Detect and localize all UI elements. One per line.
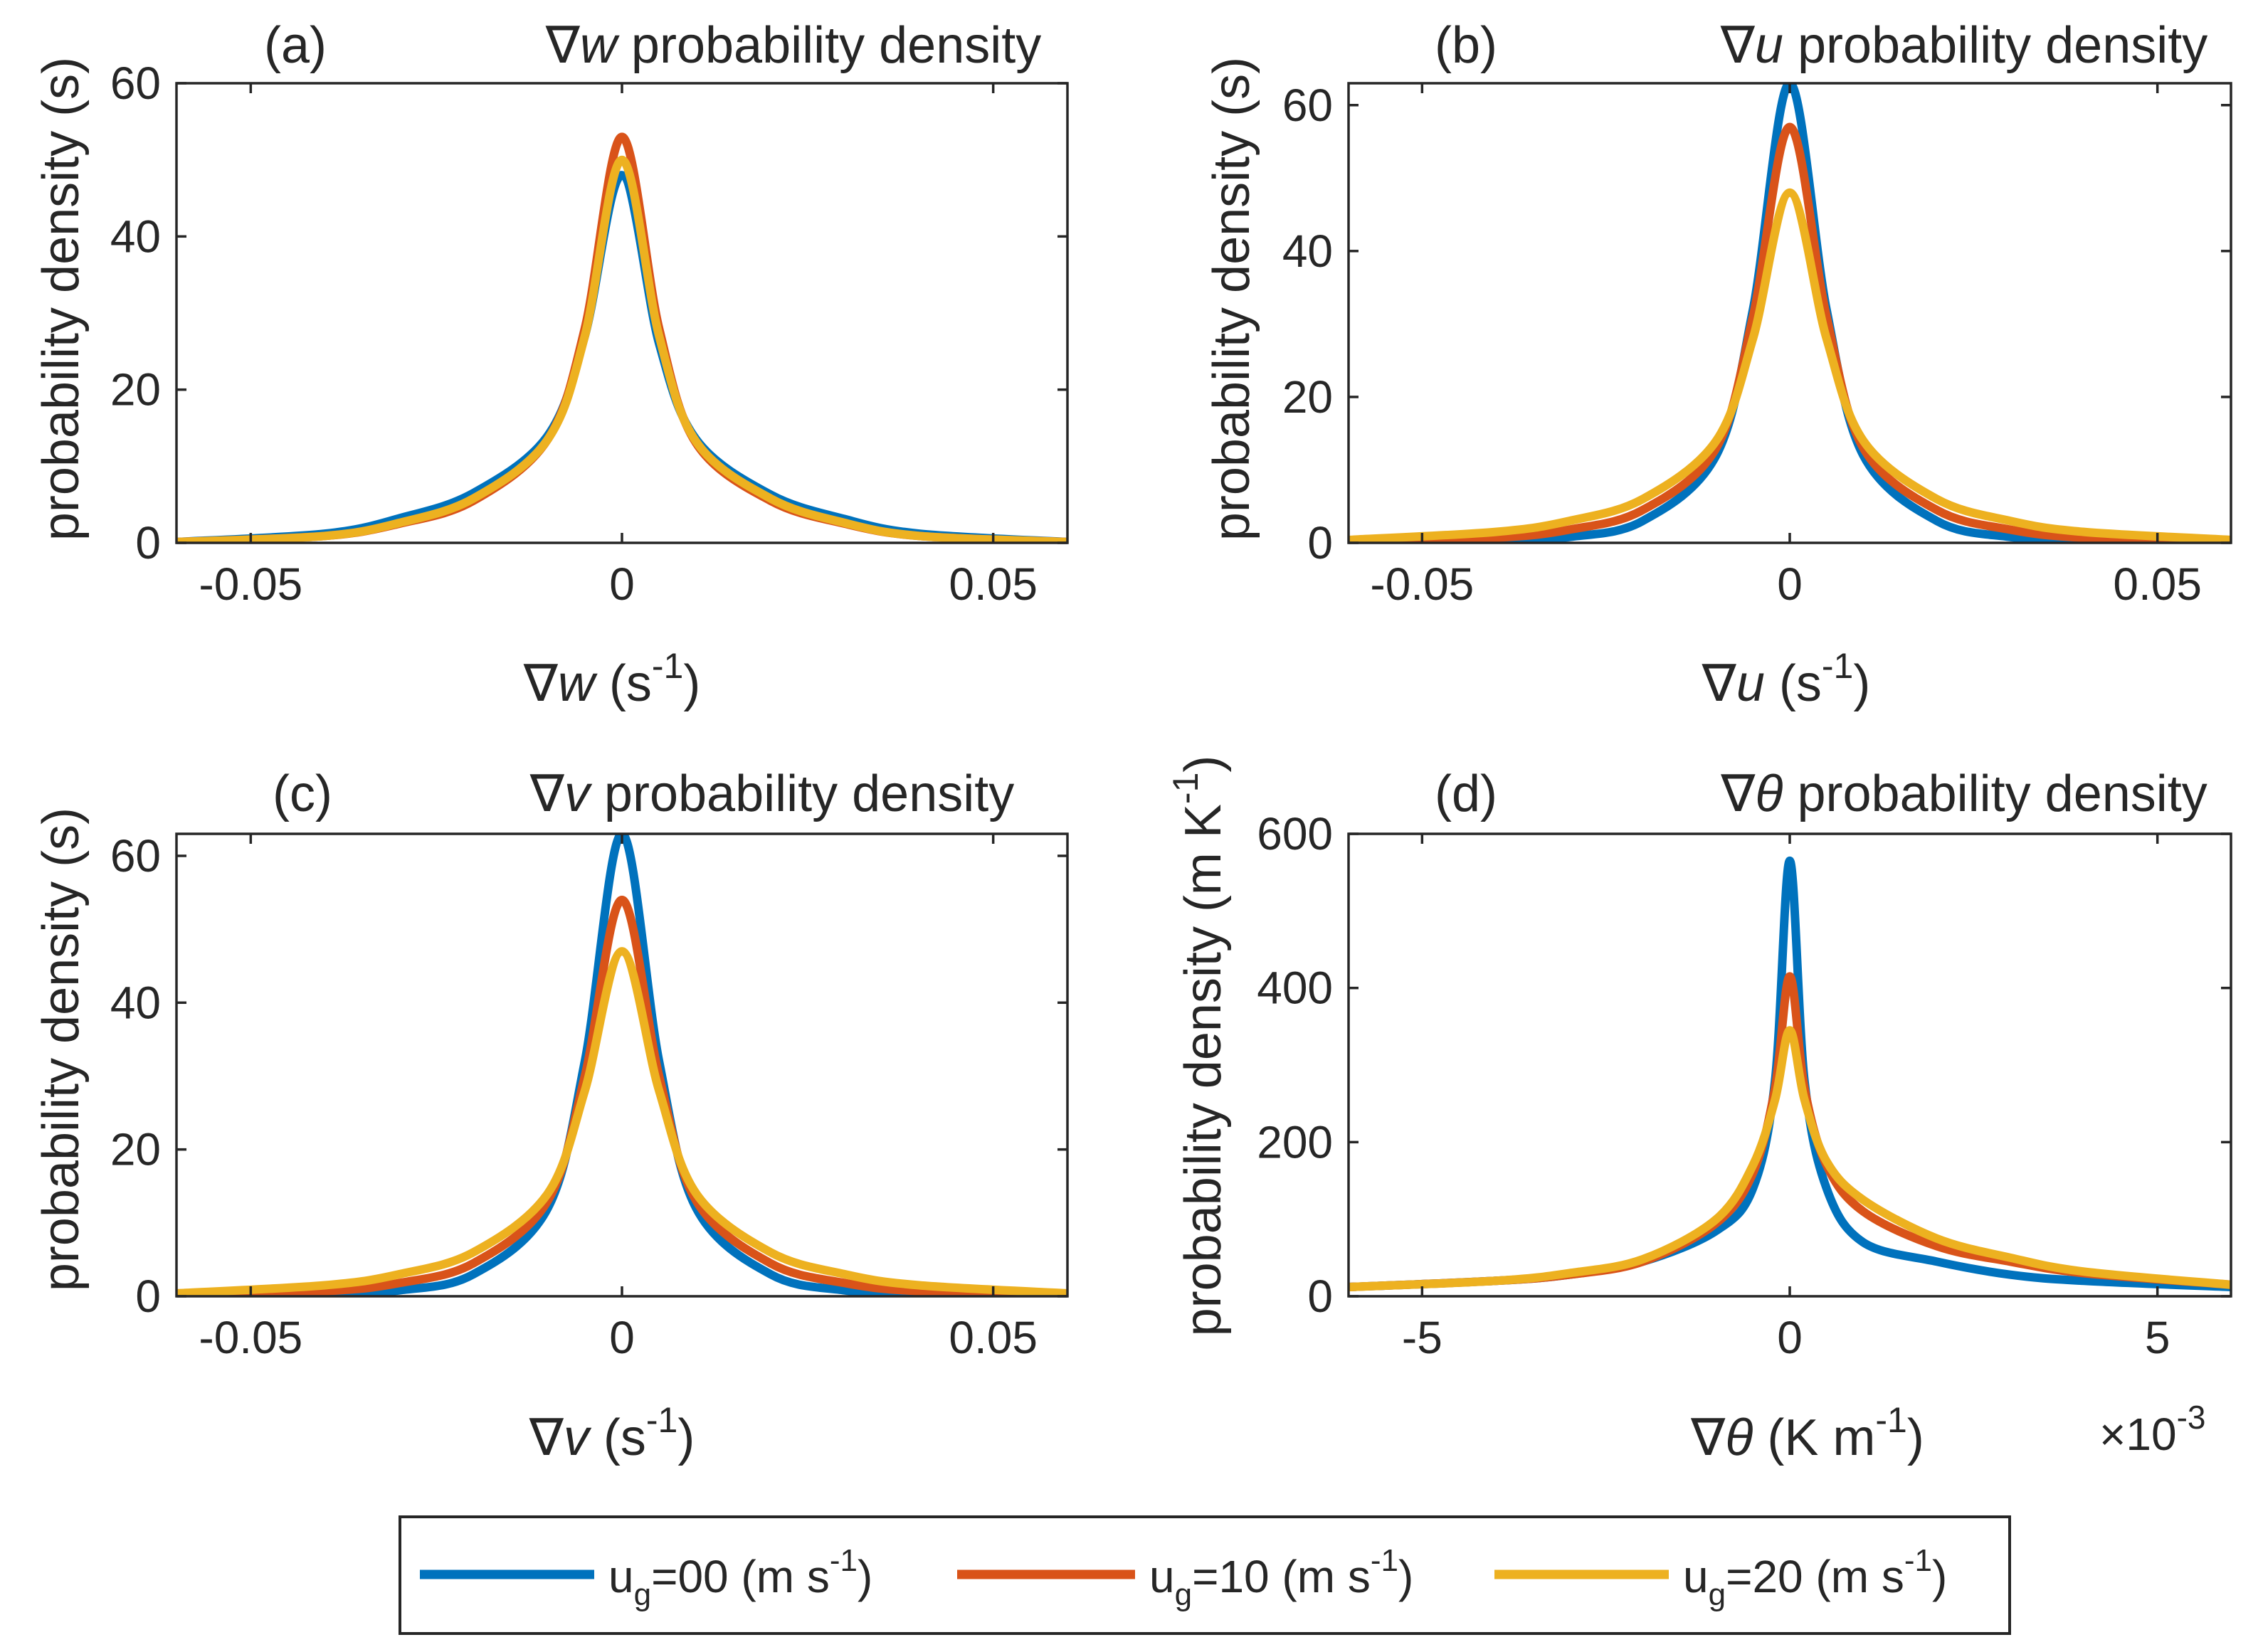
panel-a-xtick-label: -0.05 [199,558,302,610]
panel-a: (a) ∇w probability density probability d… [33,17,1069,712]
panel-b-ytick-label: 0 [1307,517,1333,568]
panel-a-xlabel: ∇w (s-1) [523,646,701,712]
panel-a-title: ∇w probability density [545,17,1042,74]
panel-c-xtick-label: -0.05 [199,1312,302,1363]
panel-d-ytick-label: 200 [1257,1116,1333,1167]
panel-b-ytick-label: 40 [1282,226,1333,277]
panel-b-series-group [1349,83,2231,543]
panel-c-title: ∇v probability density [529,766,1015,822]
panel-a-ytick-label: 40 [110,211,161,262]
panel-a-ytick-label: 20 [110,364,161,415]
panel-d-series-0 [1349,856,2231,1291]
panel-d: (d) ∇θ probability density probability d… [1166,756,2232,1466]
panel-d-ylabel: probability density (m K-1) [1166,756,1232,1337]
panel-d-axes-box [1347,832,2232,1298]
panel-a-series-0 [176,171,1067,543]
panel-c-ytick-label: 40 [110,977,161,1028]
panel-d-ytick-label: 600 [1257,808,1333,859]
panel-d-x-multiplier: ×10-3 [2099,1399,2205,1460]
panel-b-xtick-label: 0 [1777,558,1803,610]
legend: ug=00 (m s-1) ug=10 (m s-1) ug=20 (m s-1… [399,1515,2011,1635]
panel-d-xtick-label: 0 [1777,1312,1803,1363]
panel-a-xtick-label: 0 [609,558,635,610]
panel-a-ytick-label: 60 [110,58,161,109]
panel-c-ytick-label: 20 [110,1124,161,1175]
panel-d-xlabel: ∇θ (K m-1) [1690,1400,1924,1466]
panel-a-series-group [176,132,1067,543]
panel-a-ytick-label: 0 [135,517,161,568]
panel-d-xtick-label: 5 [2145,1312,2170,1363]
panel-b-ylabel: probability density (s) [1203,57,1260,541]
panel-a-label: (a) [264,17,327,74]
panel-b: (b) ∇u probability density probability d… [1203,17,2232,712]
panel-c-ytick-label: 0 [135,1271,161,1322]
panel-b-axes-box [1347,82,2232,544]
legend-label-2: ug=20 (m s-1) [1683,1543,1947,1612]
panel-b-xtick-label: 0.05 [2113,558,2202,610]
panel-d-xtick-label: -5 [1402,1312,1442,1363]
panel-d-series-group [1349,856,2231,1291]
panel-d-label: (d) [1435,766,1497,822]
panel-d-ytick-label: 0 [1307,1271,1333,1322]
legend-label-0: ug=00 (m s-1) [608,1543,872,1612]
panel-d-ytick-label: 400 [1257,963,1333,1014]
panel-a-axes-box [175,82,1069,544]
panel-c-series-group [176,834,1067,1296]
panel-a-series-2 [176,155,1067,543]
panel-b-series-1 [1349,122,2231,543]
panel-b-label: (b) [1435,17,1497,74]
panel-d-series-2 [1349,1026,2231,1291]
panel-c-xtick-label: 0 [609,1312,635,1363]
panel-c-series-2 [176,947,1067,1296]
panel-c-label: (c) [273,766,332,822]
panel-b-xlabel: ∇u (s-1) [1702,646,1871,712]
panel-d-series-1 [1349,972,2231,1291]
panel-a-series-1 [176,132,1067,543]
panel-c: (c) ∇v probability density probability d… [33,766,1069,1466]
panel-c-xtick-label: 0.05 [949,1312,1038,1363]
panel-a-ylabel: probability density (s) [33,57,90,541]
panel-c-xlabel: ∇v (s-1) [529,1400,695,1466]
legend-box [399,1515,2011,1635]
panel-b-ytick-label: 20 [1282,371,1333,423]
panel-c-series-1 [176,895,1067,1296]
panel-b-xtick-label: -0.05 [1370,558,1474,610]
panel-b-title: ∇u probability density [1720,17,2208,74]
panel-b-ytick-label: 60 [1282,80,1333,131]
legend-label-1: ug=10 (m s-1) [1149,1543,1413,1612]
panel-b-series-2 [1349,188,2231,543]
panel-a-xtick-label: 0.05 [949,558,1038,610]
panel-c-ylabel: probability density (s) [33,808,90,1291]
panel-c-ytick-label: 60 [110,830,161,881]
panel-d-title: ∇θ probability density [1720,766,2207,822]
panel-b-series-0 [1349,83,2231,543]
panel-c-series-0 [176,834,1067,1296]
